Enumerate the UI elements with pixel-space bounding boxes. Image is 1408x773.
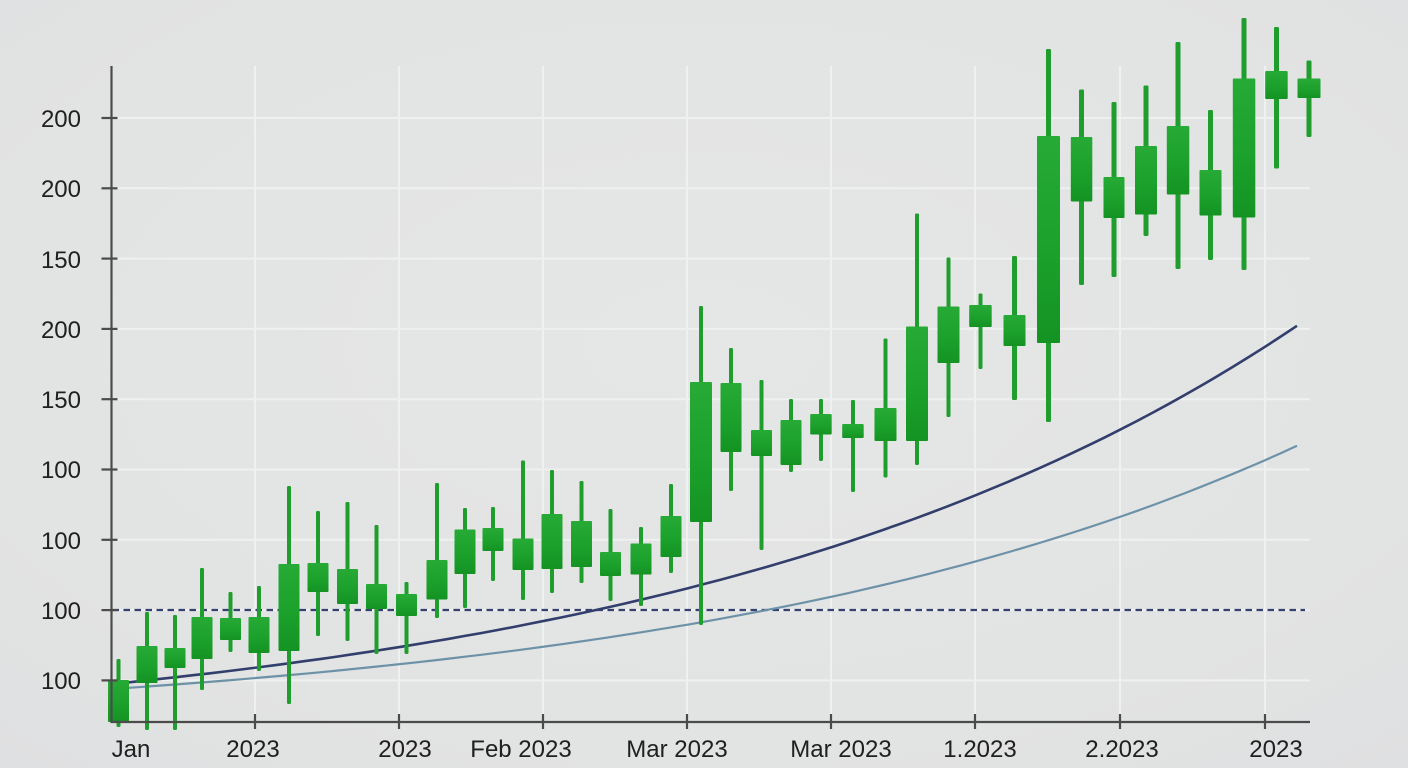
- svg-text:Feb 2023: Feb 2023: [470, 736, 571, 763]
- svg-text:2023: 2023: [1249, 736, 1302, 763]
- svg-text:200: 200: [41, 176, 81, 203]
- svg-text:100: 100: [41, 598, 81, 625]
- svg-text:Mar 2023: Mar 2023: [626, 736, 727, 763]
- svg-text:150: 150: [41, 387, 81, 414]
- svg-text:2023: 2023: [378, 736, 431, 763]
- svg-text:1.2023: 1.2023: [943, 736, 1016, 763]
- svg-text:2023: 2023: [226, 736, 279, 763]
- svg-text:Mar 2023: Mar 2023: [790, 736, 891, 763]
- svg-text:200: 200: [41, 106, 81, 133]
- svg-text:Jan: Jan: [112, 736, 151, 763]
- svg-text:2.2023: 2.2023: [1085, 736, 1158, 763]
- svg-text:150: 150: [41, 247, 81, 274]
- svg-text:200: 200: [41, 317, 81, 344]
- svg-text:100: 100: [41, 457, 81, 484]
- svg-text:100: 100: [41, 668, 81, 695]
- svg-text:100: 100: [41, 528, 81, 555]
